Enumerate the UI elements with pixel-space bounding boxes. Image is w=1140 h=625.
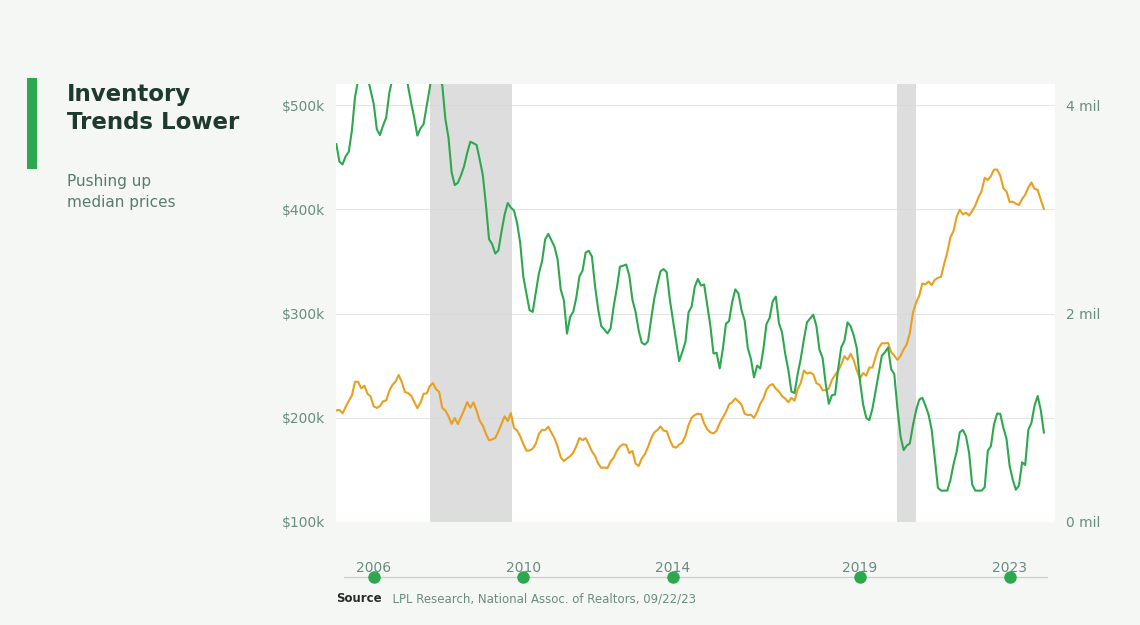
Bar — [27, 78, 36, 169]
Bar — [430, 84, 512, 522]
Bar — [897, 84, 917, 522]
Text: Pushing up
median prices: Pushing up median prices — [67, 174, 176, 210]
Text: Source: Source — [336, 592, 382, 605]
Text: Inventory
Trends Lower: Inventory Trends Lower — [67, 83, 239, 134]
Text: LPL Research, National Assoc. of Realtors, 09/22/23: LPL Research, National Assoc. of Realtor… — [385, 592, 697, 605]
